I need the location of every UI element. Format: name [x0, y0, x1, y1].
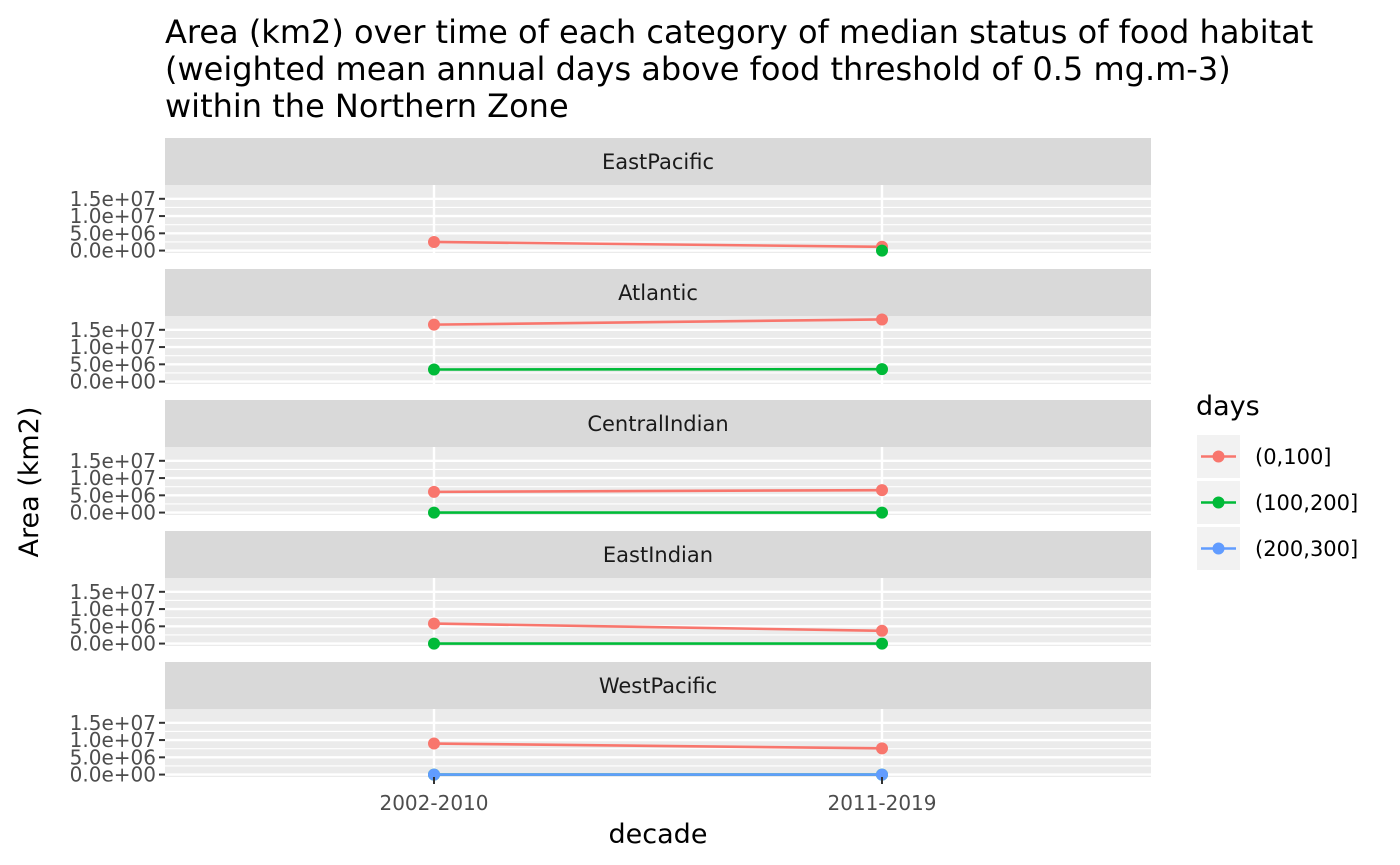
- y-tick-label: 1.5e+07: [70, 711, 156, 735]
- data-point: [428, 637, 440, 650]
- series-line: [433, 240, 883, 249]
- y-tick-label: 5.0e+06: [70, 221, 156, 245]
- facet-WestPacific: WestPacific 0.0e+005.0e+061.0e+071.5e+07: [70, 662, 1151, 787]
- data-point: [428, 235, 440, 248]
- data-point: [428, 506, 440, 519]
- legend-key-point: [1212, 496, 1225, 509]
- y-tick-label: 1.5e+07: [70, 187, 156, 211]
- facet-CentralIndian: CentralIndian 0.0e+005.0e+061.0e+071.5e+0…: [70, 400, 1151, 525]
- legend-key-point: [1212, 542, 1225, 555]
- y-tick-label: 1.5e+07: [70, 449, 156, 473]
- y-tick-label: 0.0e+00: [70, 501, 156, 525]
- data-point: [876, 313, 888, 326]
- y-tick-label: 0.0e+00: [70, 763, 156, 787]
- panel-background: [165, 578, 1151, 646]
- facet-strip-label: EastIndian: [603, 543, 713, 567]
- data-point: [876, 624, 888, 637]
- data-point: [876, 363, 888, 376]
- facet-strip: [165, 531, 1151, 578]
- series-line: [433, 742, 883, 750]
- x-axis: 2002-2010 2011-2019: [379, 777, 937, 815]
- facet-strip: [165, 138, 1151, 185]
- y-tick-label: 1.0e+07: [70, 335, 156, 359]
- title-line: within the Northern Zone: [165, 87, 569, 125]
- facet-strip-label: EastPacific: [602, 150, 714, 174]
- facet-strip-label: WestPacific: [599, 674, 717, 698]
- y-tick-label: 5.0e+06: [70, 483, 156, 507]
- data-point: [428, 485, 440, 498]
- legend: days (0,100] (100,200] (200,300]: [1196, 391, 1358, 570]
- y-axis-label: Area (km2): [14, 407, 45, 558]
- panel-background: [165, 447, 1151, 515]
- y-tick-label: 1.5e+07: [70, 318, 156, 342]
- facet-panels: EastPacific0.0e+005.0e+061.0e+071.5e+07A…: [70, 138, 1151, 787]
- series-line: [433, 488, 883, 494]
- data-point: [876, 637, 888, 650]
- y-tick-label: 1.0e+07: [70, 466, 156, 490]
- x-axis-label: decade: [609, 819, 708, 850]
- data-point: [876, 244, 888, 257]
- panel-background: [165, 185, 1151, 253]
- y-tick-label: 0.0e+00: [70, 239, 156, 263]
- y-tick-label: 1.0e+07: [70, 597, 156, 621]
- y-tick-label: 5.0e+06: [70, 614, 156, 638]
- data-point: [428, 318, 440, 331]
- data-point: [876, 768, 888, 781]
- y-tick-label: 5.0e+06: [70, 745, 156, 769]
- series-line: [433, 318, 883, 326]
- y-tick-label: 5.0e+06: [70, 352, 156, 376]
- y-tick-label: 1.0e+07: [70, 728, 156, 752]
- y-tick-label: 0.0e+00: [70, 632, 156, 656]
- facet-EastPacific: EastPacific 0.0e+005.0e+061.0e+071.5e+07: [70, 138, 1151, 263]
- facet-strip: [165, 400, 1151, 447]
- facet-strip: [165, 662, 1151, 709]
- chart-title: Area (km2) over time of each category of…: [165, 13, 1313, 125]
- panel-background: [165, 316, 1151, 384]
- facet-strip-label: Atlantic: [618, 281, 698, 305]
- legend-item: (200,300]: [1197, 527, 1358, 570]
- data-point: [428, 737, 440, 750]
- data-point: [876, 506, 888, 519]
- panel-background: [165, 709, 1151, 777]
- facet-EastIndian: EastIndian 0.0e+005.0e+061.0e+071.5e+07: [70, 531, 1151, 656]
- legend-label: (200,300]: [1255, 537, 1358, 561]
- facet-strip: [165, 269, 1151, 316]
- legend-item: (0,100]: [1197, 435, 1332, 478]
- data-point: [876, 742, 888, 755]
- y-tick-label: 0.0e+00: [70, 370, 156, 394]
- title-line: (weighted mean annual days above food th…: [165, 50, 1231, 88]
- series-line: [433, 622, 883, 633]
- legend-key-point: [1212, 450, 1225, 463]
- data-point: [428, 768, 440, 781]
- y-tick-label: 1.0e+07: [70, 204, 156, 228]
- x-tick-label: 2002-2010: [379, 791, 488, 815]
- legend-title: days: [1196, 391, 1260, 422]
- legend-item: (100,200]: [1197, 481, 1358, 524]
- legend-label: (100,200]: [1255, 491, 1358, 515]
- facet-strip-label: CentralIndian: [587, 412, 728, 436]
- x-tick-label: 2011-2019: [827, 791, 936, 815]
- data-point: [428, 363, 440, 376]
- data-point: [876, 484, 888, 497]
- legend-label: (0,100]: [1255, 445, 1332, 469]
- y-tick-label: 1.5e+07: [70, 580, 156, 604]
- data-point: [428, 617, 440, 630]
- title-line: Area (km2) over time of each category of…: [165, 13, 1313, 51]
- facet-Atlantic: Atlantic 0.0e+005.0e+061.0e+071.5e+07: [70, 269, 1151, 394]
